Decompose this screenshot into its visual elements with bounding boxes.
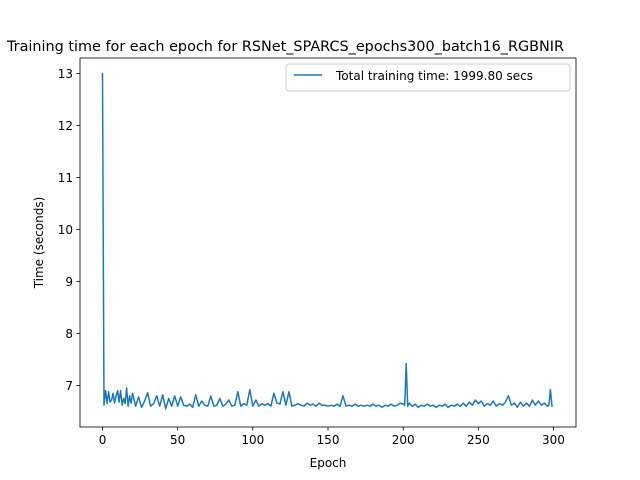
legend: Total training time: 1999.80 secs — [285, 63, 571, 92]
plot-area-background — [80, 58, 576, 427]
y-tick-label: 12 — [58, 119, 73, 133]
x-tick-label: 0 — [99, 433, 107, 447]
x-tick-label: 300 — [542, 433, 565, 447]
legend-box — [285, 63, 571, 92]
y-tick-label: 8 — [65, 327, 73, 341]
y-axis-ticks: 7 8 9 10 11 12 13 — [58, 67, 80, 393]
y-axis-label: Time (seconds) — [32, 197, 46, 290]
y-tick-label: 9 — [65, 275, 73, 289]
x-tick-label: 200 — [392, 433, 415, 447]
y-tick-label: 11 — [58, 171, 73, 185]
y-tick-label: 7 — [65, 379, 73, 393]
y-tick-label: 13 — [58, 67, 73, 81]
x-tick-label: 150 — [317, 433, 340, 447]
y-tick-label: 10 — [58, 223, 73, 237]
x-tick-label: 100 — [241, 433, 264, 447]
legend-entry-label: Total training time: 1999.80 secs — [335, 69, 533, 83]
series-line — [101, 72, 553, 410]
x-axis-ticks: 0 50 100 150 200 250 300 — [99, 427, 565, 447]
x-tick-label: 250 — [467, 433, 490, 447]
chart-title: Training time for each epoch for RSNet_S… — [6, 39, 564, 55]
x-tick-label: 50 — [170, 433, 185, 447]
x-axis-label: Epoch — [310, 456, 347, 470]
plot-frame — [79, 57, 577, 428]
series-layer — [101, 72, 553, 410]
